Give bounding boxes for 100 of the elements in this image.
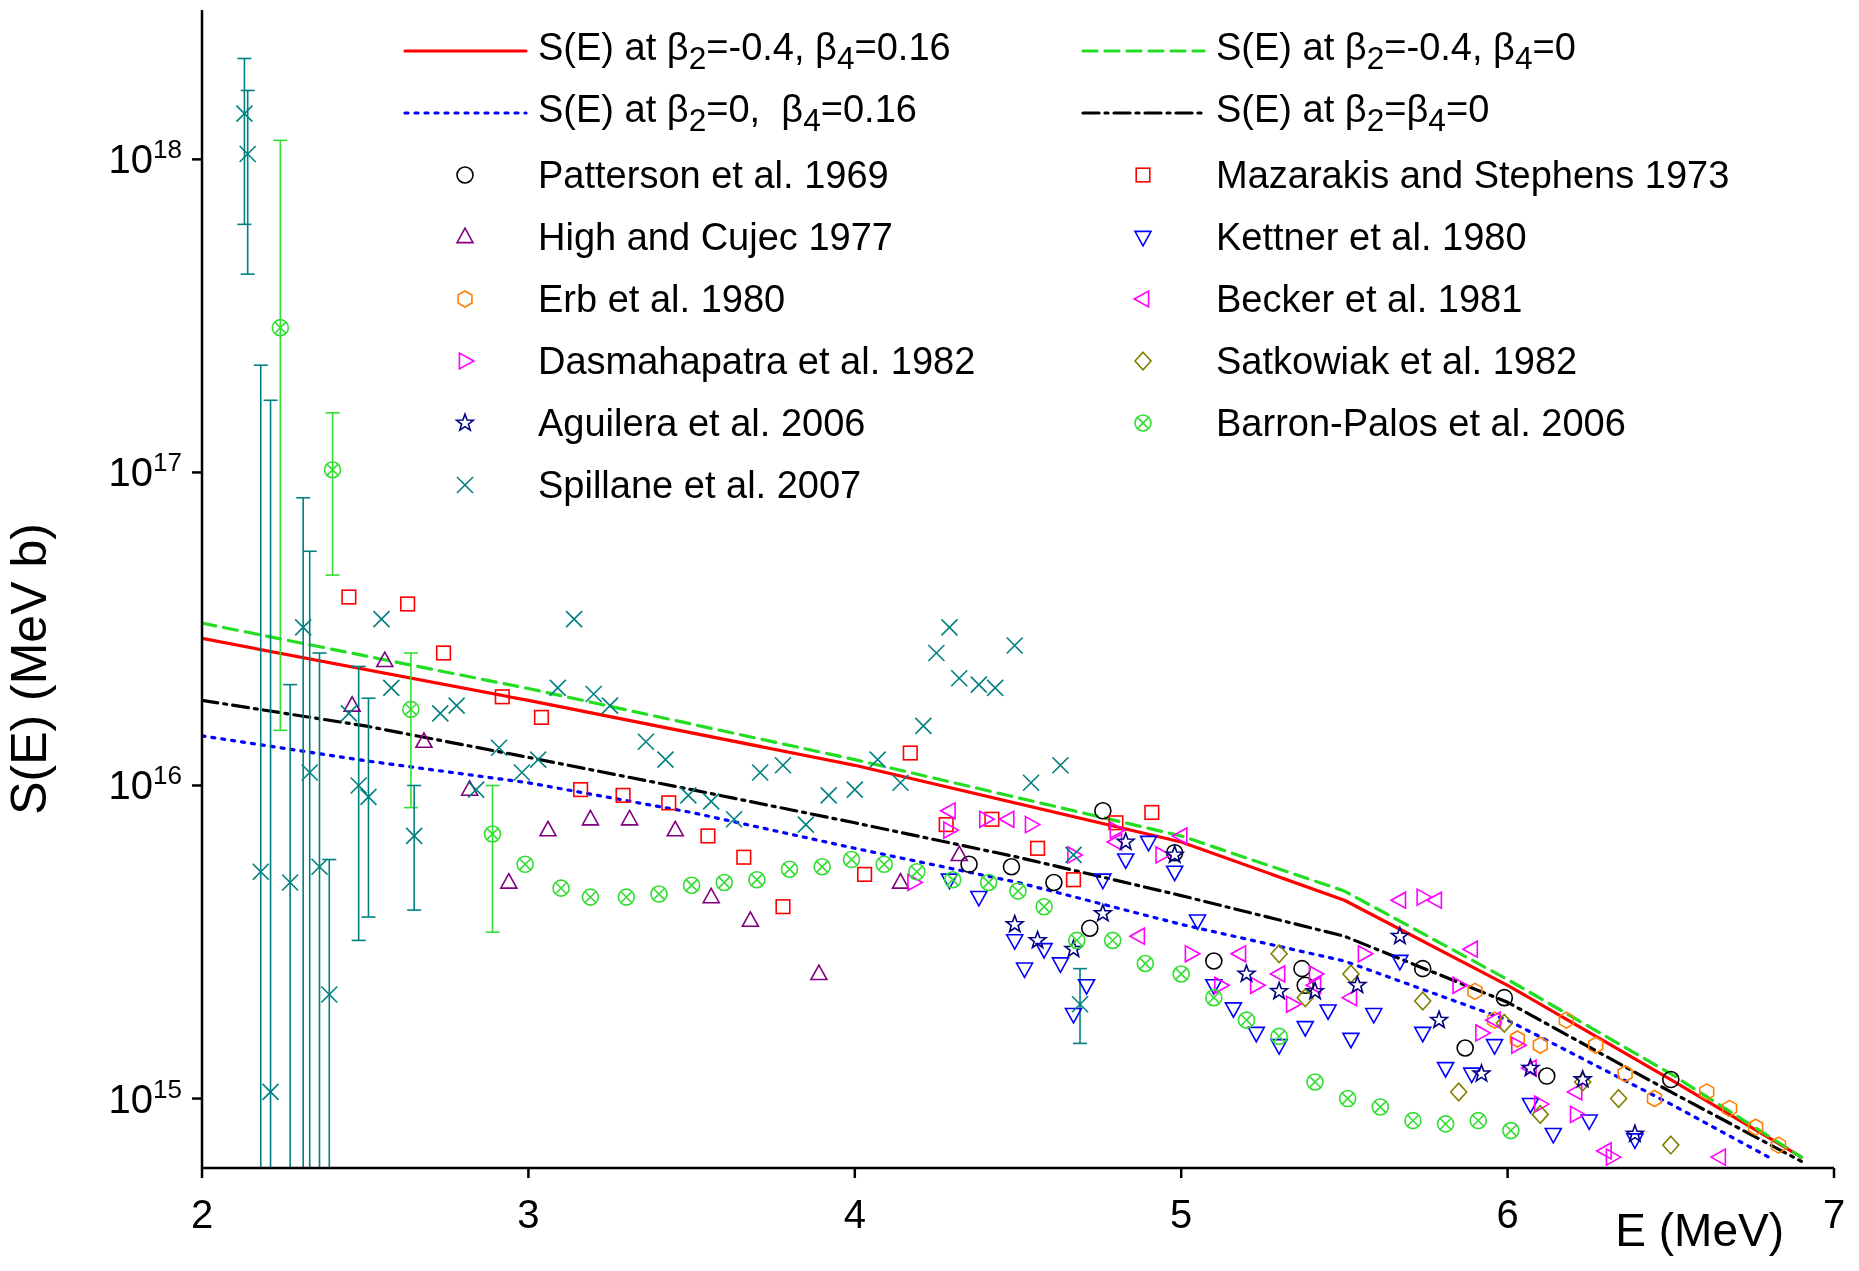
point <box>810 964 828 981</box>
point <box>1077 978 1096 995</box>
point <box>1449 1082 1468 1102</box>
x-tick-label: 6 <box>1496 1192 1519 1236</box>
point <box>251 863 270 881</box>
legend-label: Dasmahapatra et al. 1982 <box>538 339 976 383</box>
point <box>584 685 603 703</box>
point <box>375 651 394 668</box>
point <box>382 679 401 697</box>
point <box>494 689 510 705</box>
point <box>460 780 479 797</box>
point <box>1270 1038 1288 1055</box>
point <box>1205 978 1223 995</box>
point <box>235 104 254 123</box>
point <box>682 876 701 895</box>
x-tick-label: 5 <box>1170 1192 1193 1236</box>
point <box>950 669 969 688</box>
point <box>775 899 791 915</box>
point <box>533 709 550 725</box>
point <box>1022 774 1040 792</box>
point <box>405 827 423 845</box>
point <box>1270 1027 1288 1046</box>
point <box>402 700 420 719</box>
x-tick-label: 7 <box>1822 1192 1846 1236</box>
point <box>725 810 743 829</box>
point <box>780 860 799 879</box>
point <box>516 855 534 874</box>
point <box>343 695 361 712</box>
point <box>565 610 583 628</box>
point <box>1532 1036 1548 1055</box>
point <box>1436 1061 1455 1078</box>
point <box>1509 1030 1526 1048</box>
point <box>1109 821 1126 839</box>
point <box>979 873 998 892</box>
point <box>1005 636 1024 655</box>
point <box>1462 940 1479 958</box>
point <box>1171 827 1188 845</box>
point <box>1305 976 1322 995</box>
point <box>1436 1115 1455 1133</box>
point <box>938 817 954 833</box>
y-tick-label: 10$^{17}$ <box>108 447 182 495</box>
point <box>751 763 769 782</box>
legend-label: Patterson et al. 1969 <box>538 153 889 197</box>
point <box>970 890 988 907</box>
point <box>1452 976 1469 995</box>
legend-label: S(E) at β$_{2}$=-0.4, β$_{4}$=0.16 <box>538 25 951 77</box>
legend-label: Satkowiak et al. 1982 <box>1216 339 1578 383</box>
point <box>1224 1002 1243 1019</box>
point <box>1155 846 1172 864</box>
point <box>1698 1083 1715 1101</box>
point <box>1770 1136 1787 1154</box>
point <box>1015 962 1034 979</box>
legend-label: Mazarakis and Stephens 1973 <box>1216 153 1730 197</box>
point <box>1617 1064 1633 1083</box>
point <box>1035 942 1053 959</box>
point <box>340 704 358 723</box>
point <box>661 795 677 811</box>
legend-label: Spillane et al. 2007 <box>538 463 862 507</box>
point <box>1230 944 1247 963</box>
point <box>1364 1007 1383 1024</box>
point <box>1357 944 1374 963</box>
point <box>715 873 734 892</box>
y-tick-label: 10$^{18}$ <box>108 134 182 182</box>
point <box>539 820 557 837</box>
point <box>1747 1118 1764 1136</box>
point <box>1172 965 1190 983</box>
point <box>1456 1039 1474 1057</box>
point <box>1502 1121 1520 1140</box>
point <box>1293 959 1311 978</box>
point <box>1588 1036 1604 1055</box>
point <box>1028 930 1047 949</box>
point <box>702 792 720 811</box>
point <box>1067 931 1086 950</box>
y-tick-label: 10$^{15}$ <box>108 1073 182 1121</box>
point <box>1165 865 1184 882</box>
y-axis-title: S(E) (MeV b) <box>1 523 57 815</box>
point <box>1065 872 1082 888</box>
point <box>1024 815 1041 834</box>
point <box>238 145 257 163</box>
point <box>741 911 760 928</box>
y-tick-label: 10$^{16}$ <box>108 760 182 808</box>
legend-label: S(E) at β$_{2}$=β$_{4}$=0 <box>1216 87 1490 139</box>
point <box>1051 756 1070 775</box>
point <box>1626 1133 1644 1150</box>
point <box>529 750 547 769</box>
point <box>797 815 815 834</box>
point <box>300 763 319 782</box>
point <box>1721 1099 1738 1118</box>
point <box>1139 835 1158 852</box>
point <box>868 750 887 769</box>
point <box>1319 1004 1337 1021</box>
point <box>281 873 299 892</box>
point <box>1342 964 1360 984</box>
point <box>1646 1089 1663 1108</box>
point <box>1269 965 1286 983</box>
point <box>1005 914 1024 933</box>
point <box>1662 1135 1680 1155</box>
point <box>875 855 893 874</box>
point <box>1341 988 1358 1007</box>
point <box>1544 1127 1563 1144</box>
